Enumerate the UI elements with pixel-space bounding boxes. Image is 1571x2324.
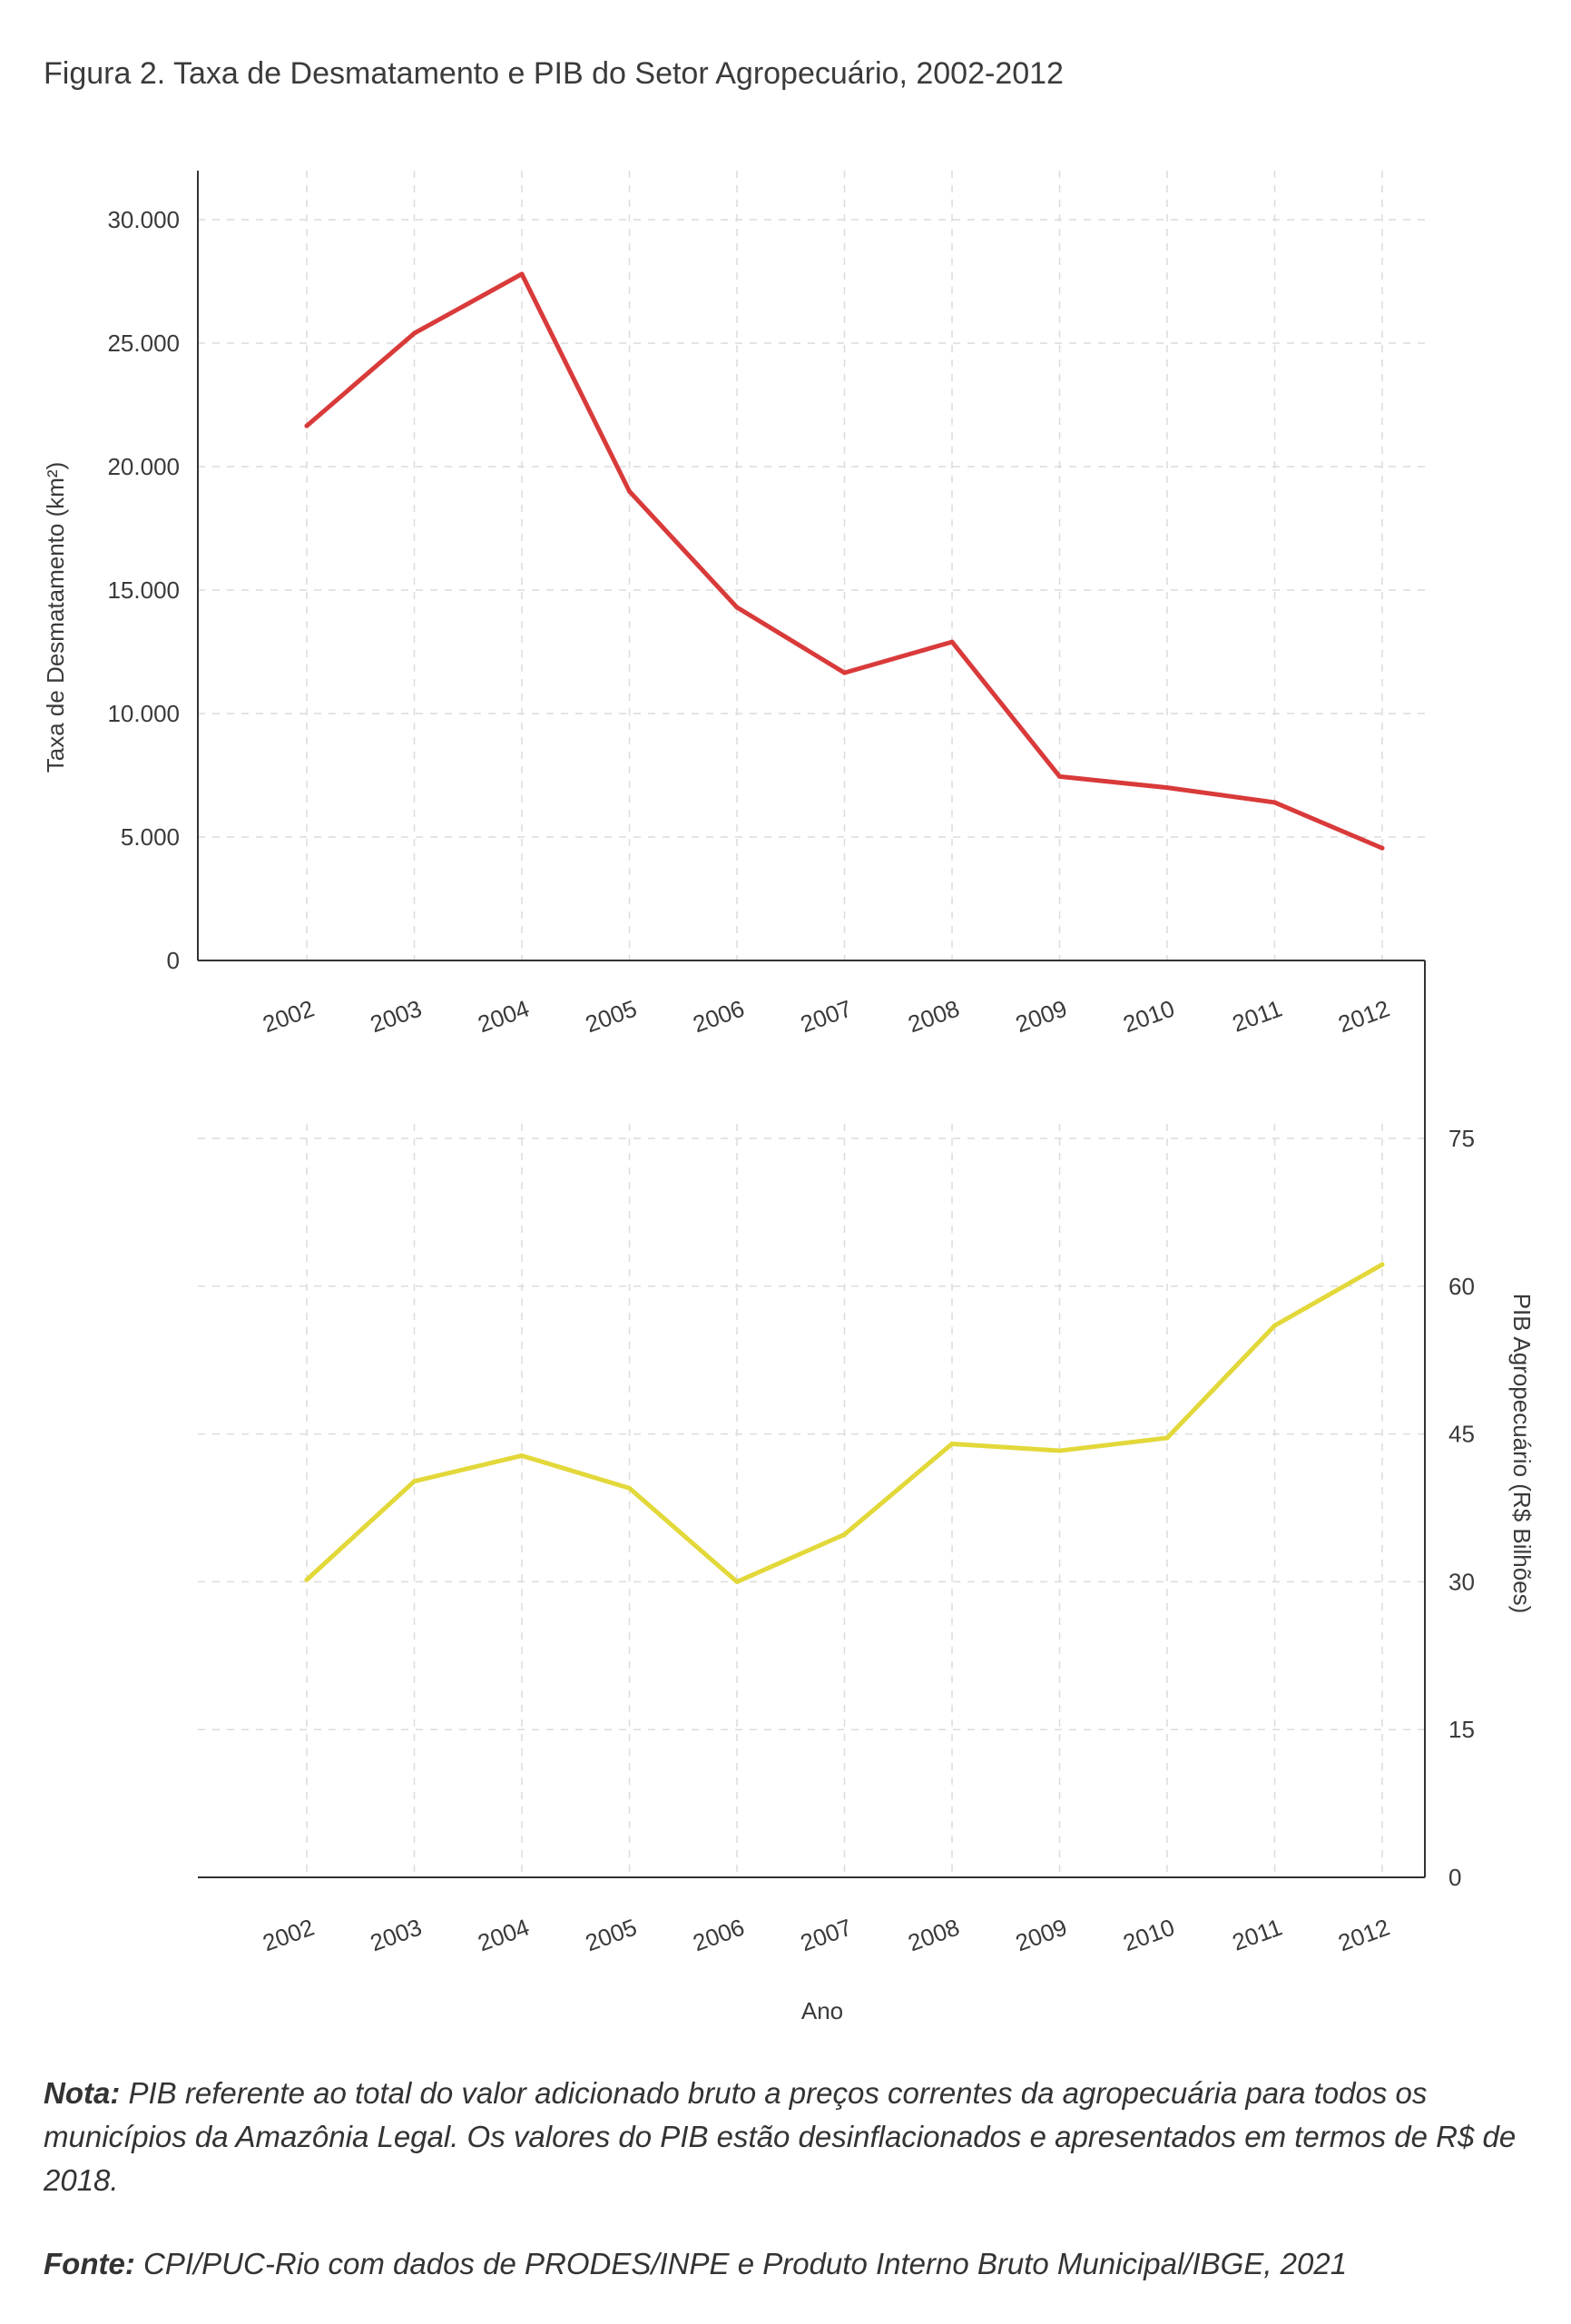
gdp-chart: 0 15 30 45 60 75 2002 2003 2004 2005 2006 2007 2008 2…	[198, 960, 1536, 2024]
gdp-point-2002	[304, 1577, 309, 1582]
deforestation-point-2006	[734, 605, 740, 610]
gdp-xtick-label: 2005	[582, 1913, 641, 1956]
deforestation-ytick-label: 5.000	[121, 823, 180, 851]
gdp-ytick-label: 0	[1448, 1864, 1461, 1891]
note-label: Nota:	[44, 2076, 121, 2110]
gdp-point-2003	[412, 1479, 417, 1484]
source-label: Fonte:	[44, 2247, 135, 2280]
gdp-xtick-label: 2009	[1012, 1913, 1071, 1956]
figure-title: Figura 2. Taxa de Desmatamento e PIB do …	[44, 56, 1064, 91]
deforestation-point-2002	[304, 423, 309, 428]
deforestation-point-2003	[412, 330, 417, 336]
deforestation-ytick-label: 10.000	[107, 700, 180, 727]
gdp-xtick-label: 2006	[689, 1913, 748, 1956]
source-text: CPI/PUC-Rio com dados de PRODES/INPE e P…	[134, 2247, 1348, 2280]
deforestation-xtick-label: 2002	[259, 994, 318, 1038]
gdp-xtick-label: 2007	[797, 1913, 856, 1956]
gdp-y-axis-title: PIB Agropecuário (R$ Bilhões)	[1508, 1294, 1536, 1614]
deforestation-xtick-label: 2010	[1119, 994, 1178, 1038]
deforestation-ytick-label: 15.000	[107, 576, 180, 604]
deforestation-point-2008	[949, 639, 955, 645]
gdp-point-2005	[627, 1485, 632, 1491]
gdp-ytick-label: 30	[1448, 1568, 1475, 1595]
gdp-point-2007	[842, 1531, 847, 1537]
deforestation-ytick-label: 30.000	[107, 206, 180, 233]
gdp-point-2010	[1164, 1435, 1170, 1441]
gdp-xtick-label: 2002	[259, 1913, 318, 1956]
gdp-point-2011	[1272, 1323, 1277, 1328]
deforestation-point-2004	[519, 271, 525, 277]
gdp-xtick-label: 2012	[1334, 1913, 1393, 1956]
deforestation-point-2009	[1057, 773, 1062, 779]
deforestation-xtick-label: 2003	[367, 994, 426, 1038]
deforestation-xtick-label: 2004	[474, 994, 533, 1038]
gdp-ytick-label: 75	[1448, 1125, 1475, 1152]
deforestation-point-2011	[1272, 800, 1277, 805]
gdp-ytick-label: 15	[1448, 1716, 1475, 1743]
deforestation-xtick-label: 2007	[797, 994, 856, 1038]
deforestation-xtick-label: 2008	[904, 994, 963, 1038]
source: Fonte: CPI/PUC-Rio com dados de PRODES/I…	[44, 2242, 1532, 2286]
deforestation-y-axis-title: Taxa de Desmatamento (km²)	[42, 462, 69, 773]
deforestation-xtick-label: 2009	[1012, 994, 1071, 1038]
deforestation-ytick-label: 20.000	[107, 453, 180, 480]
note-text: PIB referente ao total do valor adiciona…	[44, 2076, 1517, 2197]
deforestation-xtick-label: 2006	[689, 994, 748, 1038]
gdp-ytick-label: 60	[1448, 1273, 1475, 1300]
gdp-point-2008	[949, 1441, 955, 1446]
gdp-xtick-label: 2003	[367, 1913, 426, 1956]
deforestation-xtick-label: 2005	[582, 994, 641, 1038]
note: Nota: PIB referente ao total do valor ad…	[44, 2072, 1532, 2202]
deforestation-xtick-label: 2012	[1334, 994, 1393, 1038]
deforestation-point-2007	[842, 670, 847, 675]
deforestation-point-2005	[627, 488, 632, 494]
gdp-ytick-label: 45	[1448, 1421, 1475, 1448]
deforestation-point-2012	[1380, 845, 1385, 851]
deforestation-chart: 0 5.000 10.000 15.000 20.000 25.000 30.000 2002…	[42, 171, 1425, 1038]
deforestation-ytick-label: 0	[167, 947, 180, 974]
gdp-point-2009	[1057, 1448, 1062, 1453]
gdp-xtick-label: 2011	[1229, 1913, 1286, 1955]
deforestation-xtick-label: 2011	[1229, 994, 1286, 1037]
gdp-point-2006	[734, 1579, 740, 1584]
gdp-x-axis-title: Ano	[801, 1997, 843, 2024]
gdp-xtick-label: 2004	[474, 1913, 533, 1956]
deforestation-point-2010	[1164, 785, 1170, 791]
gdp-point-2004	[519, 1452, 525, 1458]
dual-line-chart: 0 5.000 10.000 15.000 20.000 25.000 30.000 2002…	[42, 171, 1536, 2024]
gdp-point-2012	[1380, 1262, 1385, 1267]
gdp-xtick-label: 2010	[1119, 1913, 1178, 1956]
deforestation-ytick-label: 25.000	[107, 330, 180, 357]
gdp-xtick-label: 2008	[904, 1913, 963, 1956]
